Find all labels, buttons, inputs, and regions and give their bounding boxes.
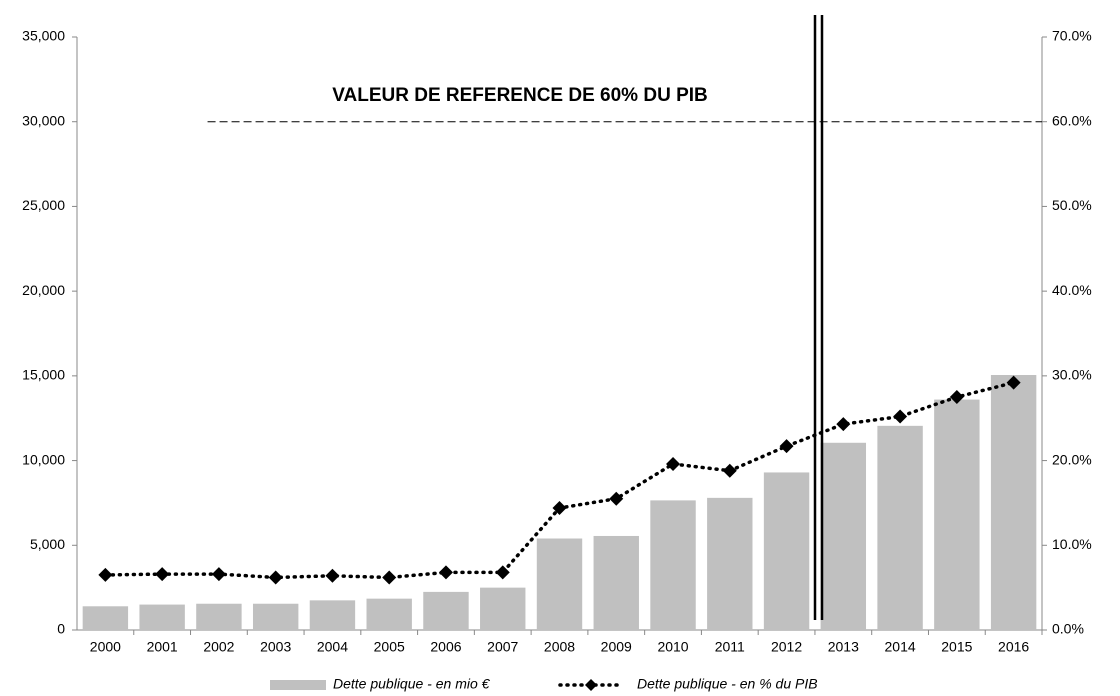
x-tick-label: 2016 bbox=[998, 639, 1029, 655]
annotation: VALEUR DE REFERENCE DE 60% DU PIB bbox=[332, 85, 708, 106]
marker bbox=[609, 491, 624, 506]
marker bbox=[893, 409, 908, 424]
bar bbox=[423, 591, 469, 630]
marker bbox=[268, 570, 283, 585]
x-tick-label: 2012 bbox=[771, 639, 802, 655]
y-tick-label: 5,000 bbox=[30, 536, 65, 552]
y2-tick-label: 60.0% bbox=[1052, 112, 1092, 128]
bar bbox=[763, 472, 810, 630]
x-tick-label: 2013 bbox=[828, 639, 859, 655]
plot: 0 5,000 10,000 15,000 20,000 25,000 30,000 35,0… bbox=[22, 28, 1092, 692]
bar bbox=[707, 497, 753, 630]
bar bbox=[536, 538, 583, 630]
marker bbox=[155, 567, 170, 582]
bar bbox=[82, 606, 129, 630]
marker bbox=[949, 390, 964, 405]
x-tick-label: 2015 bbox=[941, 639, 972, 655]
marker bbox=[438, 565, 453, 580]
marker bbox=[382, 570, 397, 585]
bar bbox=[990, 375, 1037, 630]
marker bbox=[98, 567, 113, 582]
y2-tick-label: 0.0% bbox=[1052, 621, 1084, 637]
bar bbox=[593, 535, 639, 630]
marker bbox=[325, 568, 340, 583]
x-tick-label: 2005 bbox=[374, 639, 405, 655]
x-tick-label: 2008 bbox=[544, 639, 575, 655]
x-tick-label: 2011 bbox=[715, 639, 745, 655]
y2-tick-label: 40.0% bbox=[1052, 282, 1092, 298]
marker bbox=[779, 439, 794, 454]
marker bbox=[836, 417, 851, 432]
marker bbox=[722, 463, 737, 478]
y-tick-label: 30,000 bbox=[22, 112, 65, 128]
bar bbox=[480, 587, 526, 630]
bar bbox=[309, 600, 356, 630]
x-tick-label: 2014 bbox=[885, 639, 916, 655]
legend-label: Dette publique - en % du PIB bbox=[637, 676, 818, 692]
x-tick-label: 2004 bbox=[317, 639, 348, 655]
y2-tick-label: 10.0% bbox=[1052, 536, 1092, 552]
bar bbox=[196, 603, 242, 630]
y-tick-label: 20,000 bbox=[22, 282, 65, 298]
legend-label: Dette publique - en mio € bbox=[333, 676, 491, 692]
x-tick-label: 2009 bbox=[601, 639, 632, 655]
bar bbox=[934, 399, 980, 630]
bar bbox=[650, 500, 696, 630]
marker bbox=[666, 456, 681, 471]
x-tick-label: 2006 bbox=[430, 639, 461, 655]
bar bbox=[252, 603, 299, 630]
x-tick-label: 2003 bbox=[260, 639, 291, 655]
marker bbox=[552, 501, 567, 516]
marker bbox=[211, 567, 226, 582]
y-tick-label: 10,000 bbox=[22, 451, 65, 467]
marker bbox=[495, 565, 510, 580]
marker bbox=[1006, 375, 1021, 390]
bar bbox=[877, 425, 923, 630]
x-tick-label: 2010 bbox=[657, 639, 688, 655]
legend-swatch bbox=[270, 680, 326, 690]
x-tick-label: 2007 bbox=[487, 639, 518, 655]
bar bbox=[820, 442, 867, 630]
y2-tick-label: 30.0% bbox=[1052, 367, 1092, 383]
x-tick-label: 2001 bbox=[147, 639, 178, 655]
x-tick-label: 2000 bbox=[90, 639, 121, 655]
bar bbox=[139, 604, 185, 630]
y-tick-label: 25,000 bbox=[22, 197, 65, 213]
y-tick-label: 0 bbox=[57, 621, 65, 637]
y2-tick-label: 50.0% bbox=[1052, 197, 1092, 213]
legend-marker bbox=[585, 679, 597, 691]
x-tick-label: 2002 bbox=[203, 639, 234, 655]
y2-tick-label: 20.0% bbox=[1052, 451, 1092, 467]
y-tick-label: 35,000 bbox=[22, 28, 65, 44]
bar bbox=[366, 598, 412, 630]
y-tick-label: 15,000 bbox=[22, 367, 65, 383]
y2-tick-label: 70.0% bbox=[1052, 28, 1092, 44]
